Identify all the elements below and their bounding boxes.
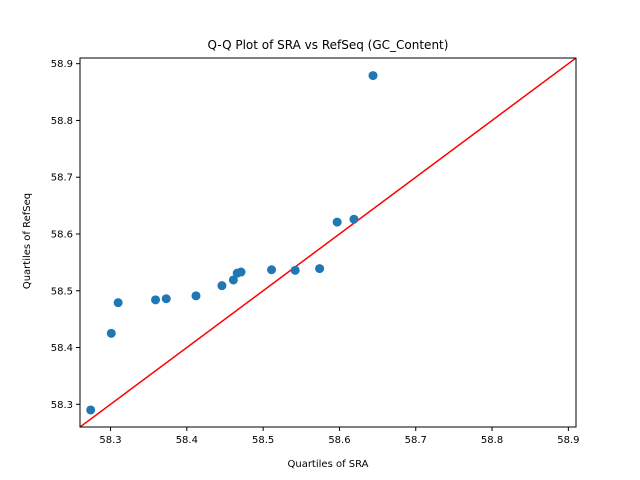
x-tick-label: 58.7	[405, 435, 427, 446]
x-tick-label: 58.9	[557, 435, 579, 446]
y-axis-label: Quartiles of RefSeq	[22, 193, 33, 289]
x-tick-label: 58.5	[252, 435, 274, 446]
data-point	[217, 281, 227, 291]
x-axis-label: Quartiles of SRA	[287, 459, 368, 470]
x-axis: 58.3 58.4 58.5 58.6 58.7 58.8 58.9	[99, 427, 580, 446]
y-tick-label: 58.9	[51, 59, 73, 70]
data-point	[315, 264, 325, 274]
reference-line	[80, 58, 576, 427]
y-tick-label: 58.3	[51, 400, 73, 411]
data-point	[368, 71, 378, 81]
y-tick-label: 58.5	[51, 286, 73, 297]
data-point	[267, 265, 277, 275]
data-point	[161, 294, 171, 304]
data-point	[332, 217, 342, 227]
data-point	[349, 214, 359, 224]
x-tick-label: 58.3	[99, 435, 121, 446]
y-tick-label: 58.6	[51, 229, 73, 240]
data-point	[228, 275, 238, 285]
y-tick-label: 58.8	[51, 116, 73, 127]
y-tick-label: 58.7	[51, 173, 73, 184]
chart-title: Q-Q Plot of SRA vs RefSeq (GC_Content)	[208, 38, 449, 52]
plot-frame	[79, 57, 577, 428]
data-point	[106, 328, 116, 338]
data-point	[113, 298, 123, 308]
y-tick-label: 58.4	[51, 343, 73, 354]
data-point	[236, 267, 246, 277]
y-axis: 58.3 58.4 58.5 58.6 58.7 58.8 58.9	[51, 59, 80, 411]
x-tick-label: 58.8	[481, 435, 503, 446]
x-tick-label: 58.4	[176, 435, 198, 446]
x-tick-label: 58.6	[328, 435, 350, 446]
data-point	[86, 405, 96, 415]
data-point	[151, 295, 161, 305]
plot-area	[79, 57, 577, 428]
data-point	[191, 291, 201, 301]
data-point	[290, 265, 300, 275]
